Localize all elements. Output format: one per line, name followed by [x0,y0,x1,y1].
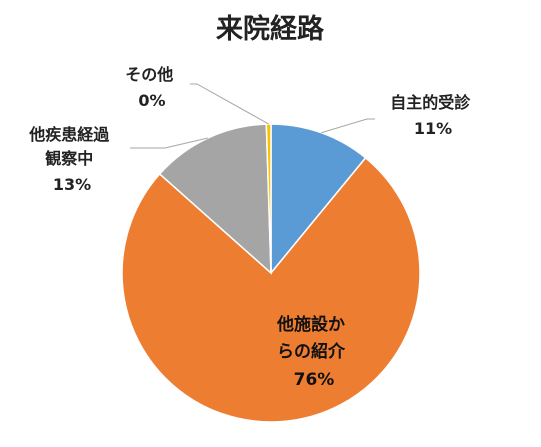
slice-label-self-referral: 自主的受診 11% [390,93,476,138]
pie-slice-referral-from-other-facility [121,156,421,423]
chart-title: 来院経路 [216,13,325,45]
pie-slice-self-referral [270,123,367,276]
slice-label-referral-from-other-facility: 他施設か らの紹介 76% [276,314,351,390]
leader-line-self-referral [321,118,375,134]
pie-slices [121,123,421,423]
slice-label-other-disease-followup: 他疾患経過 観察中 13% [28,125,115,194]
leader-line-other [190,83,269,125]
slice-label-other: その他 0% [125,65,179,110]
leader-line-other-disease-followup [130,137,208,149]
leader-lines [130,83,375,149]
